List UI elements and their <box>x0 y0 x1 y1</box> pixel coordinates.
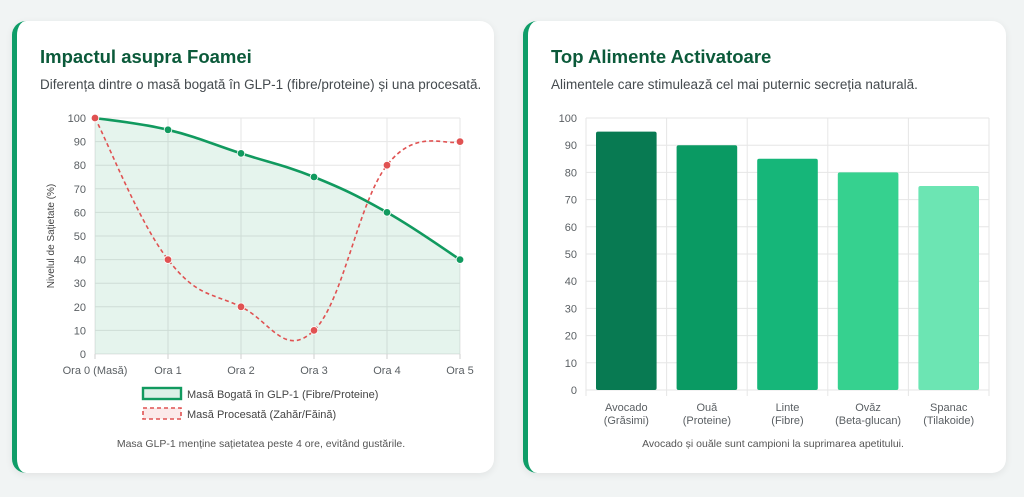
data-point <box>455 137 465 146</box>
y-tick-label: 20 <box>565 331 577 343</box>
y-tick-label: 60 <box>565 222 577 234</box>
data-point <box>236 149 246 158</box>
x-tick-label: Ora 3 <box>300 365 328 377</box>
card-description: Alimentele care stimulează cel mai puter… <box>551 77 918 92</box>
data-point <box>382 208 392 217</box>
satiety-line-chart: 0 10 20 30 40 50 60 70 80 90 100 Ora 0 (Masă) Ora 1 O… <box>46 113 474 450</box>
data-point <box>309 172 319 182</box>
y-tick-label: 30 <box>74 278 86 290</box>
x-tick-label: Ora 1 <box>154 365 182 377</box>
legend-swatch <box>142 407 182 420</box>
data-point <box>236 302 246 311</box>
bar <box>918 186 979 390</box>
top-foods-bar-chart: 0 10 20 30 40 50 60 70 80 90 100 Avocado (Grăsimi) Ou… <box>559 113 990 450</box>
y-tick-label: 90 <box>565 140 577 152</box>
y-tick-label: 0 <box>571 385 577 397</box>
x-tick-label: Ovăz (Beta-glucan) <box>835 402 901 427</box>
satiety-impact-card: Impactul asupra Foamei Diferența dintre … <box>12 21 494 473</box>
data-point <box>309 326 319 335</box>
chart-footnote: Masa GLP-1 menține sațietatea peste 4 or… <box>117 438 405 450</box>
x-tick-label: Avocado (Grăsimi) <box>604 402 649 427</box>
y-tick-label: 0 <box>80 349 86 361</box>
bar <box>596 131 657 390</box>
y-tick-label: 40 <box>74 255 86 267</box>
y-tick-label: 40 <box>565 276 577 288</box>
data-point <box>90 113 100 123</box>
y-tick-label: 90 <box>74 137 86 149</box>
bar <box>757 158 818 390</box>
card-title: Top Alimente Activatoare <box>551 46 772 67</box>
card-title: Impactul asupra Foamei <box>40 46 252 67</box>
y-tick-label: 50 <box>74 231 86 243</box>
y-tick-label: 70 <box>565 195 577 207</box>
data-point <box>163 255 173 264</box>
legend-label: Masă Bogată în GLP-1 (Fibre/Proteine) <box>187 389 378 401</box>
y-tick-label: 30 <box>565 303 577 315</box>
y-tick-label: 20 <box>74 302 86 314</box>
x-tick-label: Ouă (Proteine) <box>683 402 731 427</box>
data-point <box>163 125 173 134</box>
y-tick-label: 10 <box>565 358 577 370</box>
y-axis-title: Nivelul de Sațietate (%) <box>46 184 57 289</box>
series-line <box>94 117 461 342</box>
y-tick-label: 10 <box>74 325 86 337</box>
series-line <box>94 116 461 261</box>
bar <box>837 172 899 390</box>
x-tick-label: Ora 2 <box>227 365 255 377</box>
y-tick-label: 80 <box>74 160 86 172</box>
x-tick-label: Spanac (Tilakoide) <box>923 402 974 427</box>
y-tick-label: 70 <box>74 184 86 196</box>
y-tick-label: 100 <box>559 113 577 125</box>
data-point <box>382 160 392 170</box>
legend-label: Masă Procesată (Zahăr/Făină) <box>187 409 336 421</box>
y-tick-label: 80 <box>565 167 577 179</box>
data-point <box>455 255 465 264</box>
top-foods-card: Top Alimente Activatoare Alimentele care… <box>523 21 1006 473</box>
card-description: Diferența dintre o masă bogată în GLP-1 … <box>40 77 482 92</box>
y-tick-label: 60 <box>74 207 86 219</box>
y-tick-label: 100 <box>68 113 86 125</box>
x-tick-label: Ora 4 <box>373 365 401 377</box>
chart-footnote: Avocado și ouăle sunt campioni la suprim… <box>642 438 904 450</box>
x-tick-label: Ora 5 <box>446 365 474 377</box>
x-tick-label: Linte (Fibre) <box>771 402 803 427</box>
y-tick-label: 50 <box>565 249 577 261</box>
series-area-fill <box>95 118 460 354</box>
x-tick-label: Ora 0 (Masă) <box>63 365 128 377</box>
bar <box>676 145 738 390</box>
legend-swatch <box>141 386 183 401</box>
